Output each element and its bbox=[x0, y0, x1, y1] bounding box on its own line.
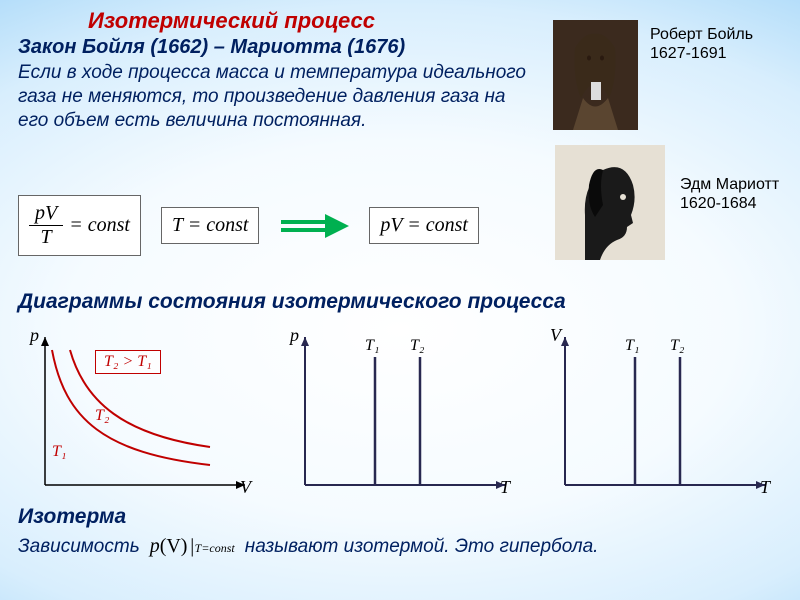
mariotte-name: Эдм Мариотт bbox=[680, 175, 779, 194]
chart-pv: p V T₂ > T₁ T₁ T₂ bbox=[10, 325, 270, 500]
diagrams-section-title: Диаграммы состояния изотермического проц… bbox=[18, 290, 566, 314]
formula-pv-over-t: pV T = const bbox=[18, 195, 141, 256]
chart-vt: V T T₁ T₂ bbox=[530, 325, 790, 500]
formula-row: pV T = const T = const pV = const bbox=[18, 195, 479, 256]
isotherm-formula-v: (V) bbox=[160, 535, 188, 557]
isotherm-line: Зависимость p(V) |T=const называют изоте… bbox=[18, 535, 598, 558]
formula1-eq: = const bbox=[69, 214, 130, 237]
implies-arrow-icon bbox=[279, 212, 349, 240]
chart1-t1-label: T₁ bbox=[52, 443, 66, 461]
chart3-x-label: T bbox=[760, 477, 770, 498]
isotherm-suffix: называют изотермой. Это гипербола. bbox=[245, 536, 599, 558]
mariotte-portrait bbox=[555, 145, 665, 260]
boyle-name: Роберт Бойль bbox=[650, 25, 753, 44]
law-text: Если в ходе процесса масса и температура… bbox=[18, 61, 538, 132]
isotherm-formula: p(V) |T=const bbox=[150, 535, 235, 558]
boyle-portrait bbox=[553, 20, 638, 130]
isotherm-prefix: Зависимость bbox=[18, 536, 140, 558]
isotherm-formula-p: p bbox=[150, 535, 160, 557]
formula-pv-const: pV = const bbox=[369, 207, 479, 244]
charts-row: p V T₂ > T₁ T₁ T₂ p T T₁ T₂ bbox=[10, 325, 790, 500]
chart3-t2-label: T₂ bbox=[670, 337, 684, 355]
chart1-t2-label: T₂ bbox=[95, 407, 109, 425]
formula-t-const: T = const bbox=[161, 207, 259, 244]
formula1-num: pV bbox=[29, 202, 63, 226]
boyle-caption: Роберт Бойль 1627-1691 bbox=[650, 25, 753, 63]
chart3-y-label: V bbox=[550, 325, 561, 346]
chart1-y-label: p bbox=[30, 325, 39, 346]
chart1-comparison: T₂ > T₁ bbox=[95, 350, 161, 374]
chart3-t1-label: T₁ bbox=[625, 337, 639, 355]
boyle-dates: 1627-1691 bbox=[650, 44, 753, 63]
isotherm-formula-sub: T=const bbox=[195, 541, 235, 555]
chart2-x-label: T bbox=[500, 477, 510, 498]
chart1-x-label: V bbox=[240, 477, 251, 498]
formula1-den: T bbox=[35, 226, 58, 249]
chart2-t2-label: T₂ bbox=[410, 337, 424, 355]
mariotte-caption: Эдм Мариотт 1620-1684 bbox=[680, 175, 779, 213]
chart2-t1-label: T₁ bbox=[365, 337, 379, 355]
chart2-y-label: p bbox=[290, 325, 299, 346]
isotherm-title: Изотерма bbox=[18, 505, 126, 529]
mariotte-dates: 1620-1684 bbox=[680, 194, 779, 213]
chart-pt: p T T₁ T₂ bbox=[270, 325, 530, 500]
